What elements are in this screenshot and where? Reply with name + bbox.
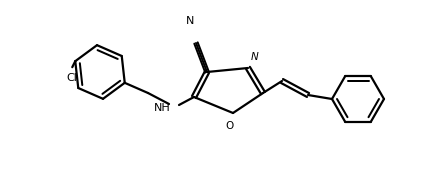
Text: N: N: [251, 52, 259, 62]
Text: N: N: [186, 16, 194, 26]
Text: O: O: [226, 121, 234, 131]
Text: Cl: Cl: [67, 73, 78, 83]
Text: NH: NH: [154, 103, 171, 113]
